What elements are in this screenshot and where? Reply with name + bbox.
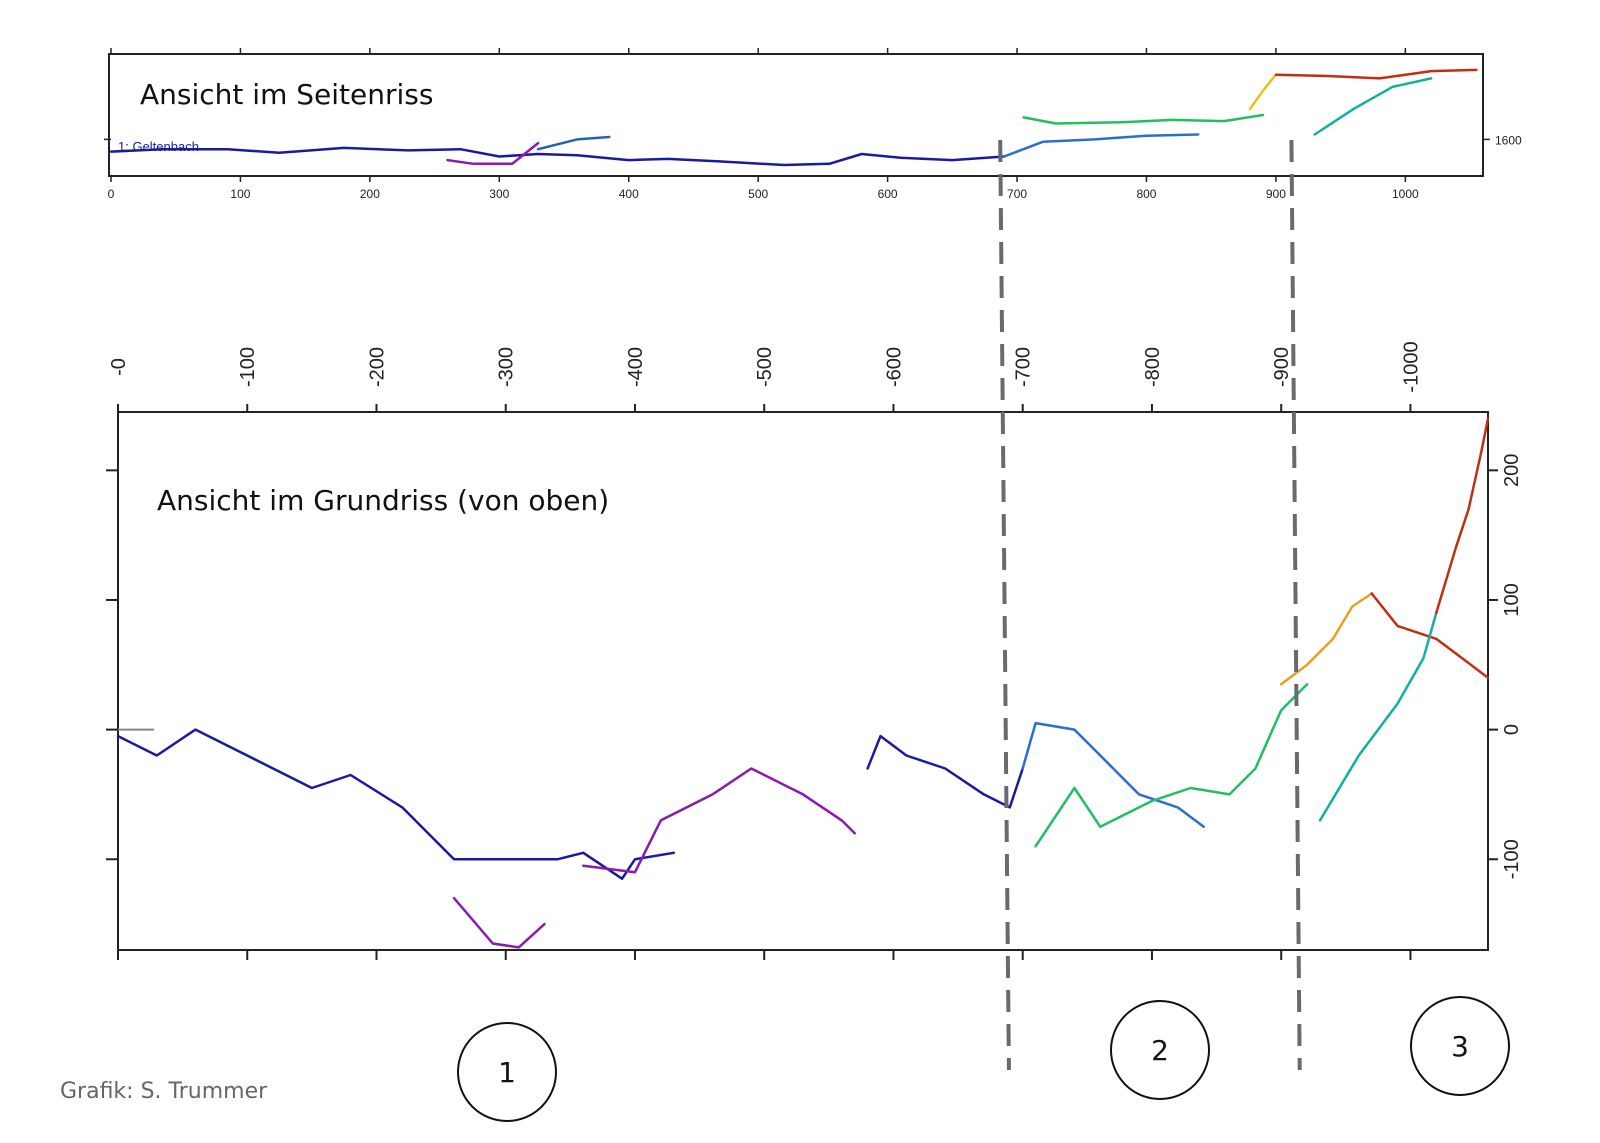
plan-view-x-axis: -0 -100 -200 -300 -400 -500 -600 -700 -800 -900 -1… [108,341,1422,960]
side-series-line-4 [1022,113,1265,125]
side-view-y-axis: 1600 [104,133,1522,147]
plan-series-line-4 [1021,721,1205,829]
plan-series-line-2 [582,767,856,874]
plan-x-tick-label: -0 [108,358,130,376]
side-x-tick-label: 600 [878,187,898,201]
side-view-panel: Ansicht im Seitenriss 1: Geltenbach 0 100… [104,48,1522,201]
section-number-3: 3 [1451,1030,1469,1063]
section-marker-3: 3 [1410,996,1510,1096]
plan-view-frame [117,411,1489,951]
plan-x-tick-label: -400 [625,347,647,387]
side-x-tick-label: 900 [1266,187,1286,201]
side-view-title: Ansicht im Seitenriss [140,78,433,111]
plan-series-line-0 [116,728,676,880]
section-marker-1: 1 [457,1022,557,1122]
side-y-tick-label: 1600 [1495,133,1522,147]
plan-y-tick-label: 100 [1501,583,1523,616]
credit-text: Grafik: S. Trummer [60,1079,268,1104]
side-series-line-1 [446,141,540,166]
plan-x-tick-label: -900 [1271,347,1293,387]
side-x-tick-label: 1000 [1392,187,1419,201]
side-x-tick-label: 100 [230,187,250,201]
side-series-line-7 [1313,77,1433,136]
side-series-line-3 [1002,133,1200,158]
side-x-tick-label: 200 [360,187,380,201]
side-x-tick-label: 400 [619,187,639,201]
plan-series-line-7 [1370,592,1490,680]
plan-series-line-5 [1034,682,1309,848]
section-number-1: 1 [498,1056,516,1089]
section-number-2: 2 [1151,1034,1169,1067]
plan-view-y-axis: -100 0 100 200 [106,454,1523,879]
section-separator-2 [1289,139,1302,1071]
side-series-line-6 [1274,68,1478,80]
side-series-line-0 [109,146,1006,167]
plan-x-tick-label: -100 [237,347,259,387]
section-separator-1 [998,139,1011,1071]
side-x-tick-label: 700 [1007,187,1027,201]
plan-series-line-9 [1435,417,1490,615]
side-view-frame [108,53,1484,177]
plan-x-tick-label: -300 [496,347,518,387]
plan-series-line-1 [452,896,546,949]
plan-series-line-8 [1318,611,1438,822]
plan-y-tick-label: -100 [1501,839,1523,879]
plan-x-tick-label: -1000 [1400,341,1422,392]
plan-series-line-6 [1279,592,1373,686]
plan-x-tick-label: -500 [754,347,776,387]
side-view-series [109,68,1478,167]
side-series-line-2 [536,135,611,151]
side-view-x-axis: 0 100 200 300 400 500 600 700 800 900 1000 [108,48,1419,201]
plan-view-series [116,417,1490,949]
side-x-tick-label: 0 [108,187,115,201]
plan-x-tick-label: -700 [1013,347,1035,387]
section-separators [998,139,1302,1071]
plan-view-title: Ansicht im Grundriss (von oben) [157,484,609,517]
plan-x-tick-label: -800 [1142,347,1164,387]
plan-y-tick-label: 0 [1501,724,1523,735]
plan-x-tick-label: -200 [366,347,388,387]
side-x-tick-label: 800 [1136,187,1156,201]
side-series-line-5 [1248,73,1278,111]
side-x-tick-label: 300 [489,187,509,201]
plan-series-line-3 [866,734,1024,809]
section-marker-2: 2 [1110,1000,1210,1100]
plan-view-panel: Ansicht im Grundriss (von oben) -0 -100 -2… [106,341,1523,960]
plan-x-tick-label: -600 [883,347,905,387]
plan-y-tick-label: 200 [1501,454,1523,487]
side-x-tick-label: 500 [748,187,768,201]
